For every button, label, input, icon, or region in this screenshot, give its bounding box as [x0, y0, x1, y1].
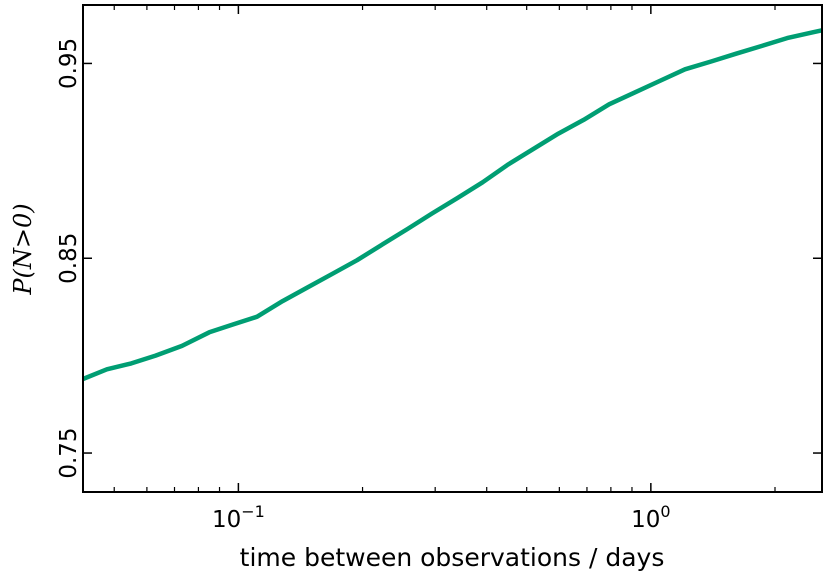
plot-frame	[82, 4, 823, 493]
x-axis-label: time between observations / days	[240, 543, 665, 572]
x-tick-label: 10−1	[212, 502, 265, 533]
series-line-0	[82, 28, 823, 382]
x-tick-label: 100	[631, 502, 670, 533]
y-tick-label: 0.75	[56, 427, 82, 478]
y-tick-label: 0.85	[56, 233, 82, 284]
y-axis-label: P(N>0)	[9, 203, 37, 295]
y-tick-label: 0.95	[56, 38, 82, 89]
